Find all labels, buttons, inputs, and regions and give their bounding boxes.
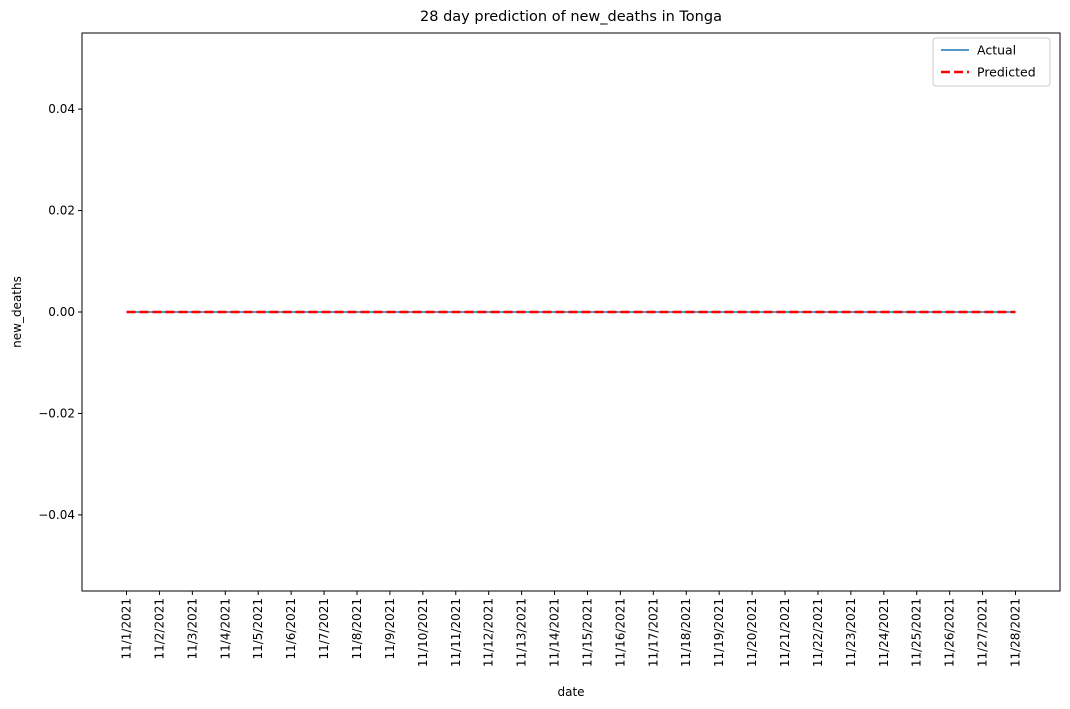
x-tick-label: 11/3/2021	[185, 598, 199, 660]
x-tick-label: 11/9/2021	[383, 598, 397, 660]
x-tick-label: 11/2/2021	[152, 598, 166, 660]
x-tick-label: 11/8/2021	[350, 598, 364, 660]
x-axis-label: date	[557, 685, 584, 699]
x-tick-label: 11/7/2021	[317, 598, 331, 660]
x-tick-label: 11/13/2021	[515, 598, 529, 667]
y-tick-label: 0.02	[48, 204, 75, 218]
x-tick-label: 11/1/2021	[120, 598, 134, 660]
x-tick-label: 11/12/2021	[482, 598, 496, 667]
y-axis-label: new_deaths	[10, 276, 24, 348]
x-tick-label: 11/5/2021	[251, 598, 265, 660]
x-tick-label: 11/21/2021	[778, 598, 792, 667]
plot-area: −0.04 −0.02 0.00 0.02 0.04 11/1/2021 11/2/2021…	[38, 32, 1061, 667]
x-tick-label: 11/16/2021	[613, 598, 627, 667]
x-tick-label: 11/11/2021	[449, 598, 463, 667]
x-tick-label: 11/23/2021	[844, 598, 858, 667]
x-tick-label: 11/6/2021	[284, 598, 298, 660]
x-tick-label: 11/15/2021	[580, 598, 594, 667]
legend-label-predicted: Predicted	[977, 65, 1036, 80]
x-tick-label: 11/4/2021	[218, 598, 232, 660]
x-tick-label: 11/25/2021	[910, 598, 924, 667]
x-tick-label: 11/10/2021	[416, 598, 430, 667]
x-tick-label: 11/18/2021	[679, 598, 693, 667]
y-tick-label: 0.00	[48, 305, 75, 319]
legend-label-actual: Actual	[977, 43, 1016, 58]
y-tick-label: −0.02	[38, 406, 75, 420]
y-tick-label: −0.04	[38, 508, 75, 522]
x-tick-label: 11/27/2021	[976, 598, 990, 667]
x-tick-label: 11/22/2021	[811, 598, 825, 667]
x-tick-label: 11/14/2021	[548, 598, 562, 667]
y-tick-label: 0.04	[48, 102, 75, 116]
x-tick-label: 11/26/2021	[943, 598, 957, 667]
x-tick-label: 11/17/2021	[646, 598, 660, 667]
chart-title: 28 day prediction of new_deaths in Tonga	[420, 9, 722, 25]
legend: Actual Predicted	[932, 37, 1051, 87]
x-tick-label: 11/28/2021	[1009, 598, 1023, 667]
x-tick-label: 11/20/2021	[745, 598, 759, 667]
x-tick-label: 11/24/2021	[877, 598, 891, 667]
x-tick-label: 11/19/2021	[712, 598, 726, 667]
